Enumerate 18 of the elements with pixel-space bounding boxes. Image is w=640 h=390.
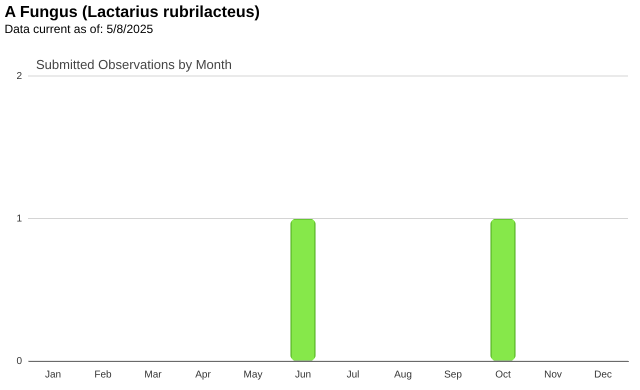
x-tick-label: Aug — [394, 370, 412, 380]
y-tick-label: 1 — [16, 214, 22, 224]
x-tick-label: Oct — [495, 370, 511, 380]
x-tick-label: Jun — [294, 370, 312, 380]
text: Submitted Observations by Month — [36, 57, 232, 72]
y-tick-label: 2 — [16, 71, 22, 82]
x-tick-label: Apr — [195, 370, 212, 380]
chart-title: A Fungus (Lactarius rubrilacteus) — [4, 4, 260, 21]
x-tick-label: May — [244, 370, 262, 380]
x-tick-label: Dec — [594, 370, 612, 380]
x-tick-label: Mar — [144, 370, 162, 380]
x-tick-label: Jan — [44, 370, 62, 380]
x-tick-label: Feb — [94, 370, 112, 380]
y-tick-label: 0 — [16, 356, 22, 367]
x-tick-label: Jul — [346, 370, 360, 380]
x-tick-label: Nov — [544, 370, 562, 380]
x-tick-label: Sep — [444, 370, 462, 380]
chart-subtitle: Data current as of: 5/8/2025 — [4, 22, 154, 36]
